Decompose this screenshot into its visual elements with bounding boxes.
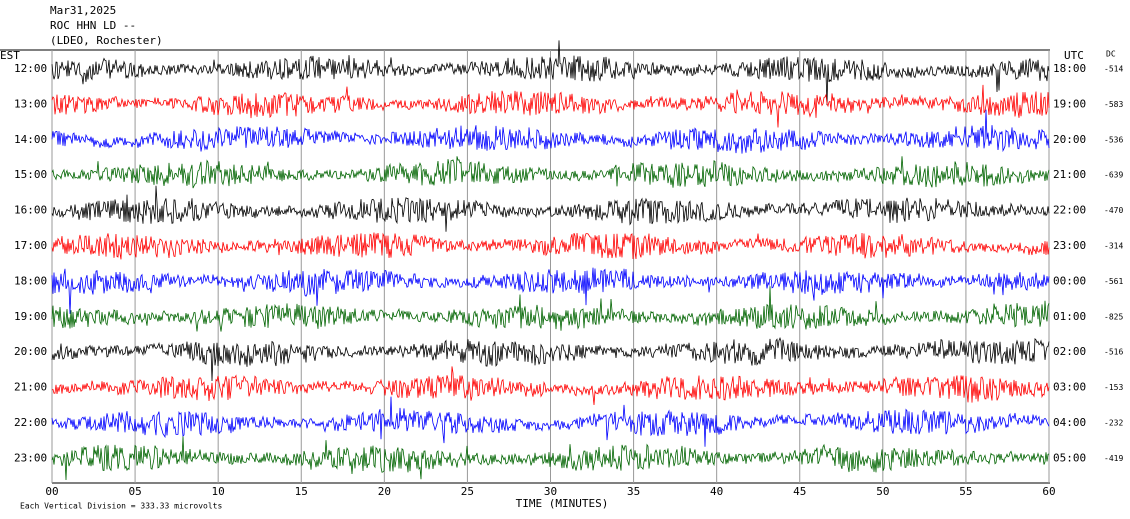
trace xyxy=(51,336,1050,382)
est-label: 14:00 xyxy=(14,133,47,146)
est-label: 21:00 xyxy=(14,381,47,394)
est-label: 17:00 xyxy=(14,239,47,252)
left-title: EST xyxy=(0,49,20,62)
footer: Each Vertical Division = 333.33 microvol… xyxy=(20,502,222,511)
utc-label: 22:00 xyxy=(1053,204,1086,217)
trace xyxy=(51,185,1050,232)
est-label: 20:00 xyxy=(14,345,47,358)
right-title: UTC xyxy=(1064,49,1084,62)
est-label: 12:00 xyxy=(14,62,47,75)
est-label: 13:00 xyxy=(14,97,47,110)
header-line: Mar31,2025 xyxy=(50,4,116,17)
x-tick-label: 55 xyxy=(959,485,972,498)
utc-label: 23:00 xyxy=(1053,239,1086,252)
utc-label: 01:00 xyxy=(1053,310,1086,323)
x-tick-label: 60 xyxy=(1042,485,1055,498)
x-tick-label: 50 xyxy=(876,485,889,498)
x-tick-label: 15 xyxy=(295,485,308,498)
trace xyxy=(51,366,1050,406)
dc-value: -514 xyxy=(1104,65,1123,74)
trace xyxy=(51,156,1050,189)
utc-label: 21:00 xyxy=(1053,168,1086,181)
trace xyxy=(51,109,1050,154)
est-label: 19:00 xyxy=(14,310,47,323)
utc-label: 20:00 xyxy=(1053,133,1086,146)
est-label: 22:00 xyxy=(14,416,47,429)
dc-value: -419 xyxy=(1104,454,1123,463)
est-label: 15:00 xyxy=(14,168,47,181)
utc-label: 05:00 xyxy=(1053,451,1086,464)
dc-value: -639 xyxy=(1104,171,1123,180)
est-label: 18:00 xyxy=(14,274,47,287)
x-tick-label: 20 xyxy=(378,485,391,498)
x-tick-label: 35 xyxy=(627,485,640,498)
header-line: ROC HHN LD -- xyxy=(50,19,136,32)
x-axis-label: TIME (MINUTES) xyxy=(516,497,609,510)
dc-value: -314 xyxy=(1104,242,1123,251)
dc-value: -232 xyxy=(1104,419,1123,428)
est-label: 23:00 xyxy=(14,451,47,464)
dc-value: -561 xyxy=(1104,277,1123,286)
utc-label: 19:00 xyxy=(1053,97,1086,110)
dc-value: -583 xyxy=(1104,100,1123,109)
trace xyxy=(51,84,1050,128)
x-tick-label: 30 xyxy=(544,485,557,498)
trace xyxy=(51,286,1050,332)
utc-label: 04:00 xyxy=(1053,416,1086,429)
utc-label: 03:00 xyxy=(1053,381,1086,394)
x-tick-label: 45 xyxy=(793,485,806,498)
x-tick-label: 40 xyxy=(710,485,723,498)
dc-value: -153 xyxy=(1104,383,1123,392)
header-line: (LDEO, Rochester) xyxy=(50,34,163,47)
dc-value: -470 xyxy=(1104,206,1123,215)
x-tick-label: 25 xyxy=(461,485,474,498)
traces xyxy=(51,40,1050,481)
est-label: 16:00 xyxy=(14,204,47,217)
utc-label: 02:00 xyxy=(1053,345,1086,358)
utc-label: 00:00 xyxy=(1053,274,1086,287)
dc-title: DC xyxy=(1106,50,1116,59)
dc-value: -516 xyxy=(1104,348,1123,357)
x-tick-label: 05 xyxy=(128,485,141,498)
trace xyxy=(51,267,1050,314)
trace xyxy=(51,436,1050,481)
dc-value: -825 xyxy=(1104,312,1123,321)
trace xyxy=(51,40,1050,106)
x-tick-label: 10 xyxy=(212,485,225,498)
x-tick-label: 00 xyxy=(45,485,58,498)
trace xyxy=(51,396,1050,447)
dc-value: -536 xyxy=(1104,135,1123,144)
utc-label: 18:00 xyxy=(1053,62,1086,75)
trace xyxy=(51,232,1050,260)
